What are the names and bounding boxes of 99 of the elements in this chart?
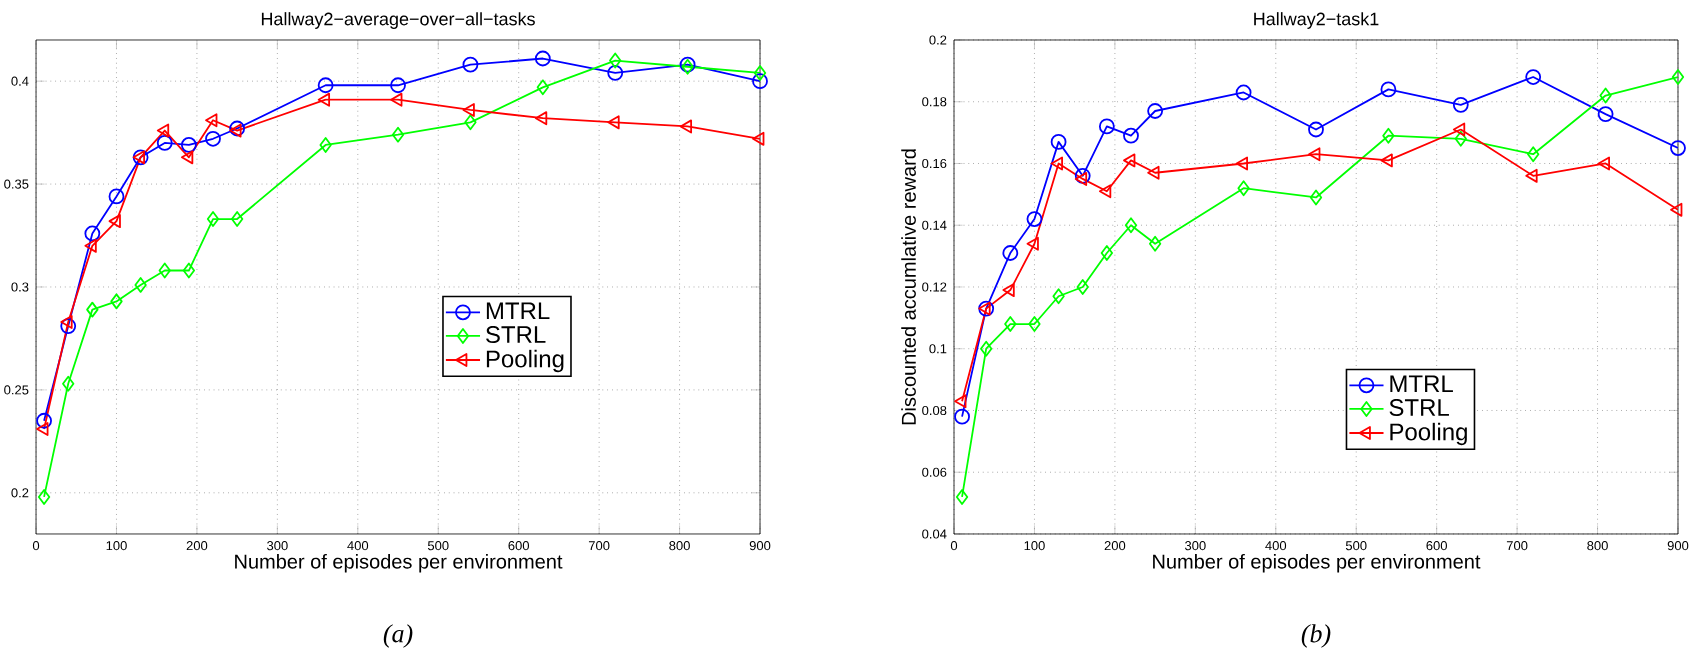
chart-title: Hallway2−average−over−all−tasks [261,12,535,29]
point [1597,106,1614,122]
point [1525,168,1538,183]
point [1002,283,1015,298]
legend-label: Pooling [486,349,564,373]
point [536,79,549,96]
point [1597,156,1610,171]
point [390,92,403,107]
text: (b) [1301,624,1331,648]
point [60,318,77,334]
point [462,103,475,117]
point [391,126,405,143]
legend-label: MTRL [1390,375,1453,393]
point [609,52,622,69]
point [1052,288,1065,305]
point [1308,121,1324,138]
point [205,130,221,147]
chart-title: Hallway2−task1 [1254,12,1379,29]
point [1028,316,1041,332]
point [1147,103,1164,119]
point [955,489,969,505]
point [1050,156,1063,171]
point [1525,69,1542,85]
point [317,77,334,94]
point [1147,165,1160,180]
point [753,65,767,81]
point [1382,127,1395,144]
point [1124,217,1138,234]
point [390,77,406,94]
point [205,113,218,128]
point [752,73,768,90]
point [1098,184,1112,199]
point [60,315,73,329]
point [1380,81,1397,98]
point [1452,122,1466,137]
point [1098,118,1115,135]
point [1002,245,1019,261]
point [1026,236,1039,251]
point [84,238,97,253]
point [464,114,477,131]
point [1123,153,1136,168]
point [86,301,99,318]
point [1237,180,1250,197]
point [1309,189,1323,206]
point [37,489,51,505]
point [462,56,479,73]
point [1148,235,1162,252]
point [1123,127,1139,144]
point [752,131,765,146]
point [1671,69,1685,85]
point [1308,147,1321,162]
point [180,150,194,165]
point [1026,211,1043,227]
point [679,119,693,134]
point [1452,96,1469,113]
point [108,214,121,229]
legend-label: STRL [486,326,546,344]
legend-label: STRL [1389,399,1449,417]
point [1004,316,1017,332]
point [980,340,993,357]
point [108,188,125,205]
point [534,111,548,126]
point [182,262,196,279]
point [36,412,52,429]
point [1100,245,1113,261]
point [180,137,197,153]
point [954,394,967,409]
point [158,262,171,279]
point [607,115,620,130]
point [1670,202,1683,217]
point [1599,87,1612,104]
point [1235,84,1252,101]
point [317,92,331,107]
point [1454,130,1467,147]
point [954,408,970,425]
x-axis-title: Number of episodes per environment [235,553,563,573]
point [1670,140,1686,156]
point [1050,133,1067,150]
point [607,65,624,81]
point [156,135,173,151]
point [110,293,123,310]
point [84,225,101,242]
point [1380,153,1393,168]
point [319,137,332,153]
point [534,50,551,67]
legend-label: MTRL [486,302,550,320]
x-axis-title: Number of episodes per environment [1153,553,1481,573]
point [206,211,220,227]
point [1527,146,1540,163]
legend-label: Pooling [1390,422,1467,446]
text: (a) [383,624,413,648]
point [62,375,75,392]
point [134,277,147,293]
point [156,123,170,138]
point [1235,156,1248,171]
point [36,422,49,436]
y-axis-title: Discounted accumlative reward [901,149,916,425]
point [231,211,244,227]
point [1076,279,1089,295]
